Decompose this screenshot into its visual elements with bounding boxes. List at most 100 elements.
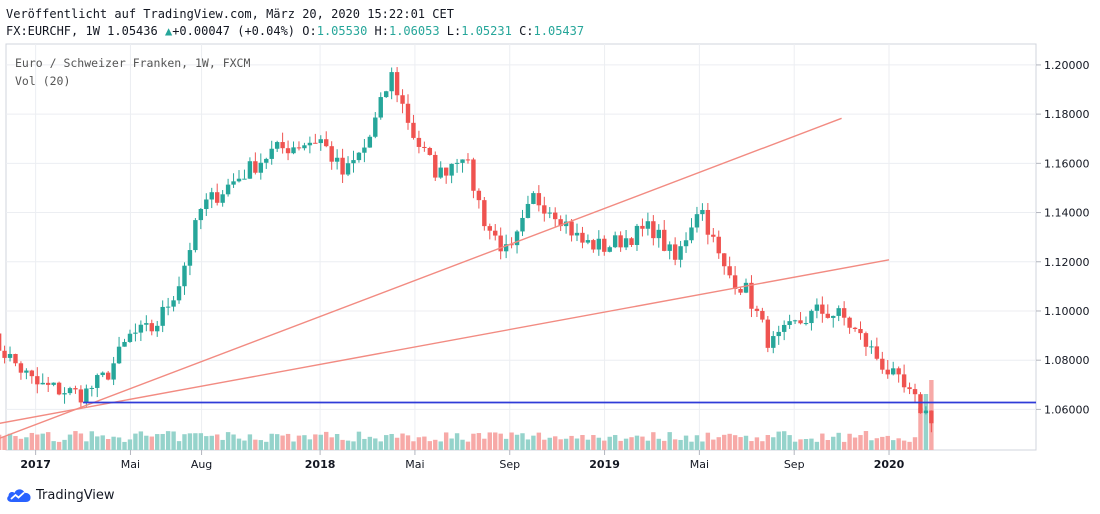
- volume-bar: [880, 436, 885, 450]
- candle-body: [40, 382, 45, 385]
- volume-bar: [204, 436, 209, 450]
- low-value: 1.05231: [461, 24, 512, 38]
- candle-body: [705, 209, 711, 235]
- volume-bar: [531, 435, 536, 450]
- published-caption: Veröffentlicht auf TradingView.com, März…: [6, 7, 454, 21]
- volume-bar: [841, 441, 847, 450]
- grid: [6, 44, 1036, 450]
- volume-bars: [0, 380, 934, 450]
- candle-body: [313, 142, 318, 144]
- candle-body: [274, 142, 280, 149]
- volume-bar: [683, 435, 689, 450]
- candle-body: [563, 221, 569, 227]
- volume-bar: [891, 440, 896, 450]
- candle-body: [629, 238, 634, 245]
- tradingview-brand[interactable]: TradingView: [6, 484, 115, 506]
- candle-body: [362, 147, 367, 153]
- candle-body: [2, 350, 7, 358]
- volume-bar: [727, 433, 732, 450]
- volume-bar: [78, 433, 84, 450]
- candle-body: [345, 163, 351, 175]
- candle-body: [640, 225, 645, 229]
- candle-body: [634, 225, 640, 245]
- volume-bar: [427, 441, 433, 450]
- candle-body: [798, 320, 803, 324]
- volume-bar: [329, 437, 334, 450]
- candle-body: [389, 72, 394, 92]
- candle-body: [694, 214, 700, 228]
- x-tick-label: Sep: [499, 458, 520, 471]
- open-value: 1.05530: [316, 24, 368, 38]
- volume-bar: [809, 438, 814, 450]
- volume-bar: [155, 434, 160, 450]
- candle-body: [907, 387, 912, 390]
- volume-bar: [362, 438, 367, 450]
- candle-body: [841, 308, 847, 318]
- volume-bar: [623, 438, 629, 450]
- price-axis[interactable]: 1.20000 1.18000 1.16000 1.14000 1.12000 1.100…: [1036, 59, 1090, 416]
- volume-bar: [367, 436, 373, 450]
- volume-bar: [51, 441, 56, 450]
- candle-body: [716, 236, 721, 254]
- candle-body: [84, 388, 89, 403]
- volume-bar: [591, 435, 596, 450]
- candle-body: [672, 244, 678, 260]
- candle-body: [514, 231, 520, 246]
- candle-body: [105, 372, 111, 380]
- volume-bar: [536, 432, 542, 450]
- volume-bar: [749, 441, 754, 450]
- candle-body: [509, 244, 514, 246]
- volume-bar: [705, 432, 711, 450]
- candle-body: [792, 320, 798, 322]
- candle-body: [460, 159, 465, 163]
- candle-body: [122, 341, 127, 347]
- candle-body: [454, 162, 460, 164]
- volume-bar: [313, 434, 318, 450]
- volume-bar: [220, 439, 225, 450]
- volume-bar: [553, 436, 558, 450]
- candle-body: [291, 147, 296, 154]
- candle-body: [743, 282, 749, 293]
- volume-legend[interactable]: Vol (20): [15, 74, 70, 88]
- candle-body: [896, 368, 901, 375]
- candle-body: [78, 389, 84, 403]
- volume-bar: [743, 435, 749, 450]
- candle-body: [411, 122, 416, 138]
- candle-body: [781, 324, 787, 332]
- candle-body: [422, 146, 427, 148]
- volume-bar: [776, 431, 781, 450]
- candle-body: [24, 370, 29, 373]
- volume-bar: [885, 435, 890, 450]
- volume-bar: [465, 441, 471, 450]
- volume-bar: [847, 433, 852, 450]
- volume-bar: [67, 434, 73, 450]
- volume-bar: [585, 439, 591, 450]
- brand-name: TradingView: [36, 487, 115, 503]
- x-tick-label: Aug: [191, 458, 212, 471]
- candle-body: [852, 327, 858, 329]
- candle-body: [18, 363, 24, 373]
- volume-bar: [253, 439, 258, 450]
- volume-bar: [214, 434, 220, 450]
- candle-body: [869, 346, 874, 348]
- candle-body: [438, 167, 443, 178]
- volume-bar: [133, 433, 138, 450]
- candle-body: [487, 226, 492, 231]
- candle-body: [760, 310, 765, 320]
- candle-body: [771, 336, 776, 348]
- volume-bar: [242, 440, 247, 450]
- candle-body: [329, 146, 334, 162]
- volume-bar: [280, 435, 285, 450]
- time-axis[interactable]: 2017 Mai Aug 2018 Mai Sep 2019 Mai Sep 2020: [20, 450, 905, 471]
- candle-body: [258, 162, 264, 173]
- candle-body: [280, 142, 285, 149]
- candle-body: [367, 136, 373, 148]
- candle-body: [138, 324, 144, 333]
- candle-body: [176, 286, 182, 301]
- instrument-legend[interactable]: Euro / Schweizer Franken, 1W, FXCM: [15, 56, 250, 70]
- candle-body: [498, 235, 503, 252]
- y-tick-label: 1.12000: [1044, 256, 1090, 269]
- candle-body: [836, 308, 841, 316]
- chart-frame: [5, 43, 1037, 451]
